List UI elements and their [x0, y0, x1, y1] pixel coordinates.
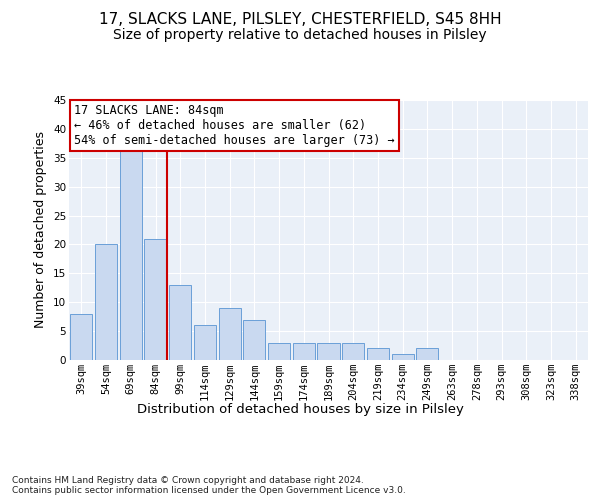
Bar: [268, 342, 290, 360]
Bar: [367, 348, 389, 360]
Bar: [317, 342, 340, 360]
Bar: [194, 326, 216, 360]
Bar: [95, 244, 117, 360]
Bar: [243, 320, 265, 360]
Text: 17, SLACKS LANE, PILSLEY, CHESTERFIELD, S45 8HH: 17, SLACKS LANE, PILSLEY, CHESTERFIELD, …: [98, 12, 502, 28]
Text: Contains HM Land Registry data © Crown copyright and database right 2024.
Contai: Contains HM Land Registry data © Crown c…: [12, 476, 406, 495]
Text: 17 SLACKS LANE: 84sqm
← 46% of detached houses are smaller (62)
54% of semi-deta: 17 SLACKS LANE: 84sqm ← 46% of detached …: [74, 104, 395, 147]
Bar: [416, 348, 439, 360]
Text: Distribution of detached houses by size in Pilsley: Distribution of detached houses by size …: [137, 402, 463, 415]
Y-axis label: Number of detached properties: Number of detached properties: [34, 132, 47, 328]
Bar: [119, 146, 142, 360]
Bar: [145, 238, 167, 360]
Bar: [70, 314, 92, 360]
Bar: [342, 342, 364, 360]
Text: Size of property relative to detached houses in Pilsley: Size of property relative to detached ho…: [113, 28, 487, 42]
Bar: [218, 308, 241, 360]
Bar: [392, 354, 414, 360]
Bar: [293, 342, 315, 360]
Bar: [169, 285, 191, 360]
